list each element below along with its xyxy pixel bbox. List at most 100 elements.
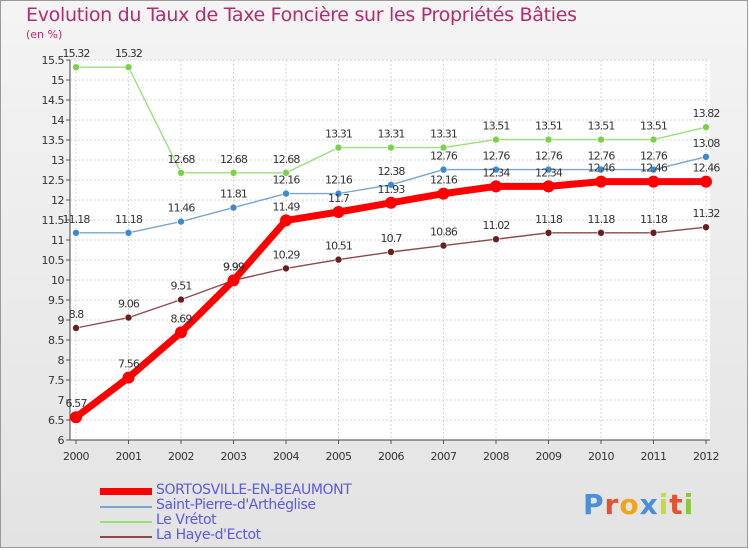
y-tick-label: 11 bbox=[51, 234, 64, 247]
data-point bbox=[282, 264, 290, 273]
legend-swatch bbox=[100, 488, 152, 495]
data-point bbox=[490, 180, 502, 193]
x-tick-label: 2011 bbox=[641, 450, 667, 463]
data-label: 10.51 bbox=[325, 240, 352, 253]
data-label: 12.68 bbox=[168, 153, 196, 166]
data-label: 11.46 bbox=[168, 202, 196, 215]
data-label: 13.51 bbox=[535, 120, 562, 133]
data-label: 8.8 bbox=[69, 308, 85, 321]
y-tick-label: 15.5 bbox=[42, 54, 65, 67]
data-label: 12.16 bbox=[273, 174, 301, 187]
data-label: 13.31 bbox=[430, 128, 457, 141]
y-tick-label: 13.5 bbox=[42, 134, 65, 147]
x-tick-label: 2003 bbox=[221, 450, 247, 463]
data-label: 12.76 bbox=[640, 150, 668, 163]
data-label: 11.93 bbox=[378, 183, 406, 196]
data-point bbox=[597, 165, 605, 174]
y-tick-label: 12.5 bbox=[42, 174, 65, 187]
data-point bbox=[649, 135, 658, 144]
data-label: 11.81 bbox=[220, 188, 247, 201]
data-label: 11.49 bbox=[273, 200, 301, 213]
y-tick-label: 8.5 bbox=[48, 334, 64, 347]
data-point bbox=[177, 295, 185, 304]
data-label: 7.56 bbox=[118, 358, 140, 371]
data-label: 11.18 bbox=[535, 213, 563, 226]
data-label: 12.38 bbox=[378, 165, 406, 178]
data-label: 11.7 bbox=[328, 192, 350, 205]
data-point bbox=[280, 214, 292, 227]
y-tick-label: 10 bbox=[51, 274, 64, 287]
proxiti-logo: Proxiti bbox=[583, 488, 695, 521]
data-point bbox=[177, 217, 185, 226]
x-tick-label: 2008 bbox=[483, 450, 509, 463]
data-label: 13.08 bbox=[693, 137, 721, 150]
x-tick-label: 2004 bbox=[273, 450, 299, 463]
data-point bbox=[387, 143, 395, 152]
x-tick-label: 2002 bbox=[168, 450, 194, 463]
data-point bbox=[544, 135, 553, 144]
x-tick-label: 2001 bbox=[116, 450, 142, 463]
data-point bbox=[702, 223, 710, 231]
data-label: 8.69 bbox=[171, 312, 193, 325]
data-point bbox=[177, 169, 185, 177]
data-point bbox=[282, 169, 290, 177]
data-point bbox=[649, 165, 658, 174]
y-tick-label: 15 bbox=[51, 74, 64, 87]
data-point bbox=[702, 153, 710, 161]
data-point bbox=[492, 165, 500, 174]
data-label: 12.16 bbox=[325, 174, 353, 187]
data-point bbox=[229, 169, 238, 177]
y-tick-label: 7 bbox=[58, 394, 65, 407]
data-label: 10.29 bbox=[273, 248, 301, 261]
data-label: 13.31 bbox=[378, 128, 405, 141]
data-point bbox=[387, 248, 395, 256]
data-point bbox=[647, 175, 660, 188]
data-label: 6.57 bbox=[66, 397, 88, 410]
legend-label: La Haye-d'Ectot bbox=[156, 527, 261, 543]
legend-swatch bbox=[100, 520, 152, 523]
data-label: 11.02 bbox=[483, 219, 510, 232]
chart-subtitle: (en %) bbox=[26, 28, 63, 41]
data-label: 13.51 bbox=[483, 120, 510, 133]
data-label: 12.46 bbox=[640, 162, 668, 175]
data-point bbox=[544, 229, 553, 237]
data-point bbox=[334, 143, 343, 152]
data-label: 11.18 bbox=[63, 213, 91, 226]
data-point bbox=[597, 135, 605, 144]
data-label: 12.46 bbox=[693, 162, 721, 175]
data-label: 12.68 bbox=[273, 153, 301, 166]
y-tick-label: 14.5 bbox=[42, 94, 65, 107]
data-point bbox=[439, 165, 448, 174]
data-point bbox=[595, 175, 607, 188]
y-tick-label: 7.5 bbox=[48, 374, 64, 387]
data-point bbox=[72, 324, 80, 332]
data-label: 12.76 bbox=[430, 150, 458, 163]
data-label: 12.34 bbox=[535, 166, 563, 179]
data-label: 11.32 bbox=[693, 207, 720, 220]
data-label: 12.46 bbox=[588, 162, 616, 175]
data-label: 9.51 bbox=[171, 280, 192, 293]
data-label: 9.99 bbox=[223, 260, 245, 273]
data-point bbox=[439, 241, 448, 250]
y-tick-label: 6 bbox=[58, 434, 65, 447]
data-point bbox=[227, 274, 240, 287]
legend-label: SORTOSVILLE-EN-BEAUMONT bbox=[156, 482, 352, 498]
data-point bbox=[700, 175, 712, 188]
y-tick-label: 11.5 bbox=[42, 214, 65, 227]
data-label: 9.99 bbox=[223, 260, 245, 273]
x-tick-label: 2006 bbox=[378, 450, 404, 463]
data-point bbox=[544, 165, 553, 174]
x-tick-label: 2012 bbox=[693, 450, 719, 463]
data-label: 12.76 bbox=[535, 150, 563, 163]
data-label: 11.18 bbox=[115, 213, 143, 226]
data-label: 12.68 bbox=[220, 153, 248, 166]
data-label: 13.82 bbox=[693, 107, 720, 120]
data-label: 15.32 bbox=[63, 47, 90, 60]
y-tick-label: 12 bbox=[51, 194, 64, 207]
y-tick-label: 9.5 bbox=[48, 294, 64, 307]
y-tick-label: 6.5 bbox=[48, 414, 64, 427]
data-point bbox=[122, 371, 135, 384]
data-point bbox=[437, 187, 450, 200]
data-point bbox=[282, 189, 290, 198]
